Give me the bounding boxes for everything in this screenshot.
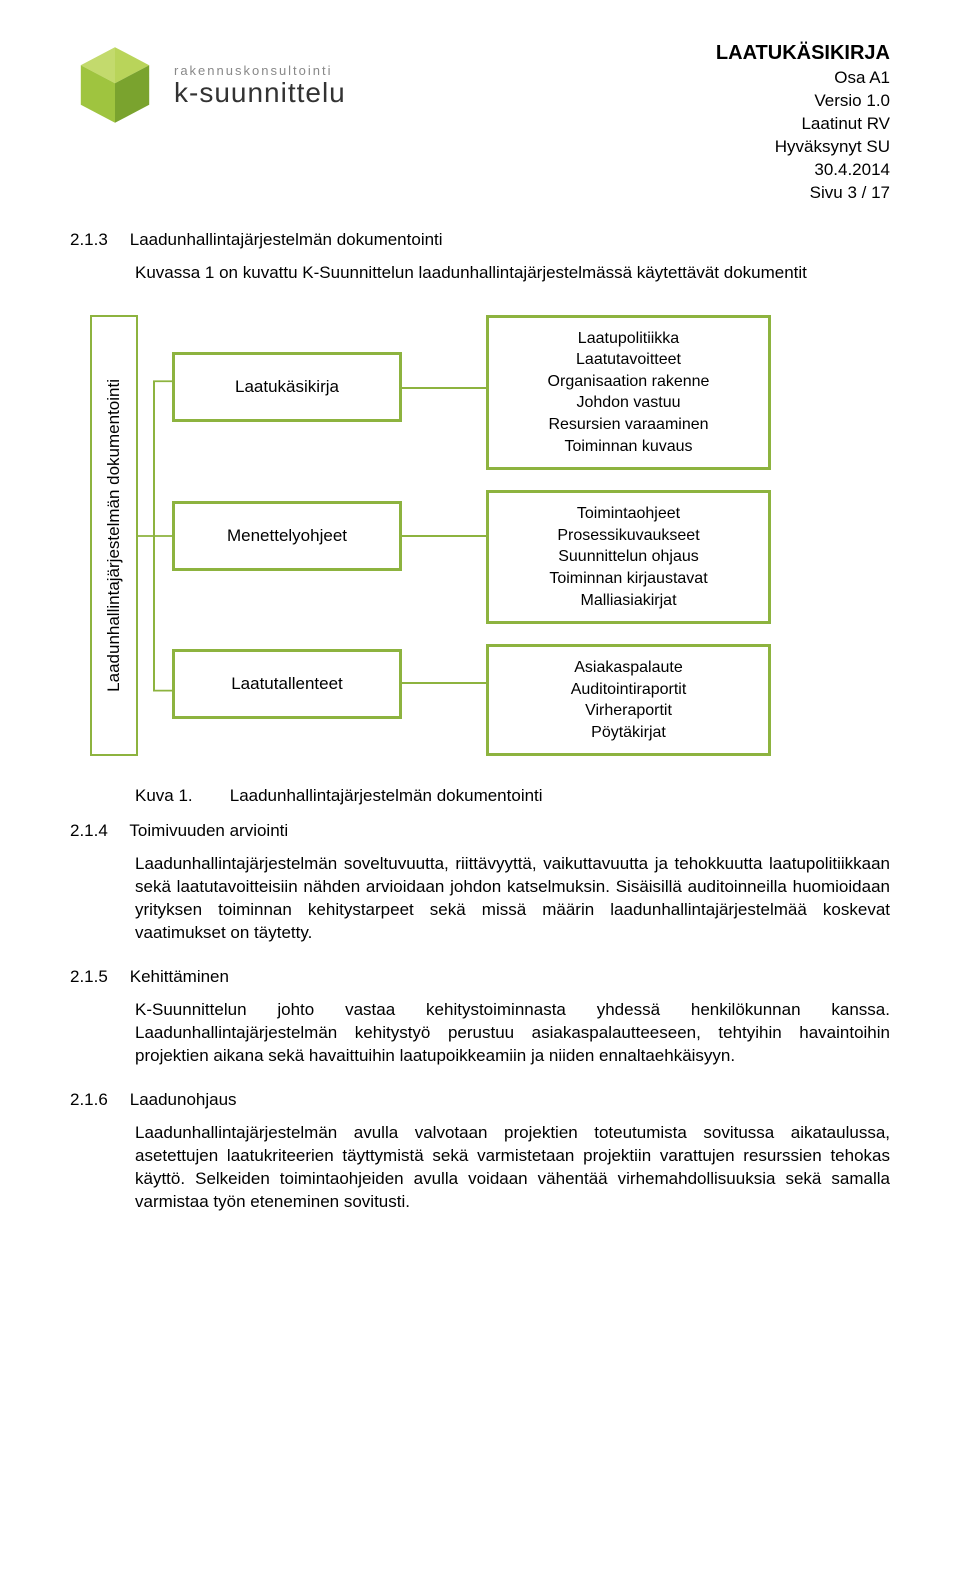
heading-num: 2.1.4 bbox=[70, 821, 125, 841]
logo-name: k-suunnittelu bbox=[174, 79, 346, 107]
doc-page: Sivu 3 / 17 bbox=[716, 182, 890, 205]
doc-date: 30.4.2014 bbox=[716, 159, 890, 182]
diagram-mid-box-0: Laatukäsikirja bbox=[172, 352, 402, 422]
connector-line bbox=[402, 682, 486, 684]
logo-text: rakennuskonsultointi k-suunnittelu bbox=[174, 64, 346, 107]
right-item: Malliasiakirjat bbox=[501, 590, 756, 612]
heading-num: 2.1.3 bbox=[70, 230, 125, 250]
heading-215: 2.1.5 Kehittäminen bbox=[70, 967, 890, 987]
org-diagram: Laadunhallintajärjestelmän dokumentointi… bbox=[90, 315, 890, 757]
right-item: Laatutavoitteet bbox=[501, 349, 756, 371]
heading-216: 2.1.6 Laadunohjaus bbox=[70, 1090, 890, 1110]
right-item: Organisaation rakenne bbox=[501, 371, 756, 393]
intro-paragraph: Kuvassa 1 on kuvattu K-Suunnittelun laad… bbox=[135, 262, 890, 285]
heading-title: Toimivuuden arviointi bbox=[129, 821, 288, 840]
right-item: Toimintaohjeet bbox=[501, 503, 756, 525]
right-item: Laatupolitiikka bbox=[501, 328, 756, 350]
doc-version: Versio 1.0 bbox=[716, 90, 890, 113]
para-216: Laadunhallintajärjestelmän avulla valvot… bbox=[135, 1122, 890, 1214]
right-item: Pöytäkirjat bbox=[501, 722, 756, 744]
diagram-right-box-1: Toimintaohjeet Prosessikuvaukseet Suunni… bbox=[486, 490, 771, 624]
heading-title: Laadunhallintajärjestelmän dokumentointi bbox=[130, 230, 443, 249]
heading-213: 2.1.3 Laadunhallintajärjestelmän dokumen… bbox=[70, 230, 890, 250]
caption-text: Laadunhallintajärjestelmän dokumentointi bbox=[230, 786, 543, 805]
diagram-connector-right bbox=[402, 315, 486, 757]
heading-214: 2.1.4 Toimivuuden arviointi bbox=[70, 821, 890, 841]
right-item: Prosessikuvaukseet bbox=[501, 525, 756, 547]
right-item: Auditointiraportit bbox=[501, 679, 756, 701]
page-header: rakennuskonsultointi k-suunnittelu LAATU… bbox=[70, 40, 890, 205]
diagram-vertical-label: Laadunhallintajärjestelmän dokumentointi bbox=[104, 379, 124, 692]
doc-author: Laatinut RV bbox=[716, 113, 890, 136]
heading-title: Kehittäminen bbox=[130, 967, 229, 986]
right-item: Johdon vastuu bbox=[501, 392, 756, 414]
doc-approved: Hyväksynyt SU bbox=[716, 136, 890, 159]
doc-part: Osa A1 bbox=[716, 67, 890, 90]
right-item: Resursien varaaminen bbox=[501, 414, 756, 436]
right-item: Toiminnan kuvaus bbox=[501, 436, 756, 458]
logo-tagline: rakennuskonsultointi bbox=[174, 64, 346, 77]
connector-line bbox=[402, 535, 486, 537]
logo-cube-icon bbox=[70, 40, 160, 130]
diagram-connector-left bbox=[138, 315, 172, 757]
right-item: Suunnittelun ohjaus bbox=[501, 546, 756, 568]
diagram-mid-col: Laatukäsikirja Menettelyohjeet Laatutall… bbox=[172, 315, 402, 757]
right-item: Asiakaspalaute bbox=[501, 657, 756, 679]
para-215: K-Suunnittelun johto vastaa kehitystoimi… bbox=[135, 999, 890, 1068]
right-item: Virheraportit bbox=[501, 700, 756, 722]
right-item: Toiminnan kirjaustavat bbox=[501, 568, 756, 590]
caption-label: Kuva 1. bbox=[135, 786, 225, 806]
diagram-vertical-box: Laadunhallintajärjestelmän dokumentointi bbox=[90, 315, 138, 757]
heading-num: 2.1.5 bbox=[70, 967, 125, 987]
doc-title: LAATUKÄSIKIRJA bbox=[716, 40, 890, 67]
para-214: Laadunhallintajärjestelmän soveltuvuutta… bbox=[135, 853, 890, 945]
diagram-right-col: Laatupolitiikka Laatutavoitteet Organisa… bbox=[486, 315, 771, 757]
document-page: rakennuskonsultointi k-suunnittelu LAATU… bbox=[0, 0, 960, 1276]
diagram-mid-box-2: Laatutallenteet bbox=[172, 649, 402, 719]
connector-line bbox=[402, 387, 486, 389]
heading-title: Laadunohjaus bbox=[130, 1090, 237, 1109]
diagram-right-box-0: Laatupolitiikka Laatutavoitteet Organisa… bbox=[486, 315, 771, 471]
diagram-right-box-2: Asiakaspalaute Auditointiraportit Virher… bbox=[486, 644, 771, 756]
diagram-mid-box-1: Menettelyohjeet bbox=[172, 501, 402, 571]
heading-num: 2.1.6 bbox=[70, 1090, 125, 1110]
figure-caption: Kuva 1. Laadunhallintajärjestelmän dokum… bbox=[135, 786, 890, 806]
logo-block: rakennuskonsultointi k-suunnittelu bbox=[70, 40, 346, 130]
document-meta: LAATUKÄSIKIRJA Osa A1 Versio 1.0 Laatinu… bbox=[716, 40, 890, 205]
